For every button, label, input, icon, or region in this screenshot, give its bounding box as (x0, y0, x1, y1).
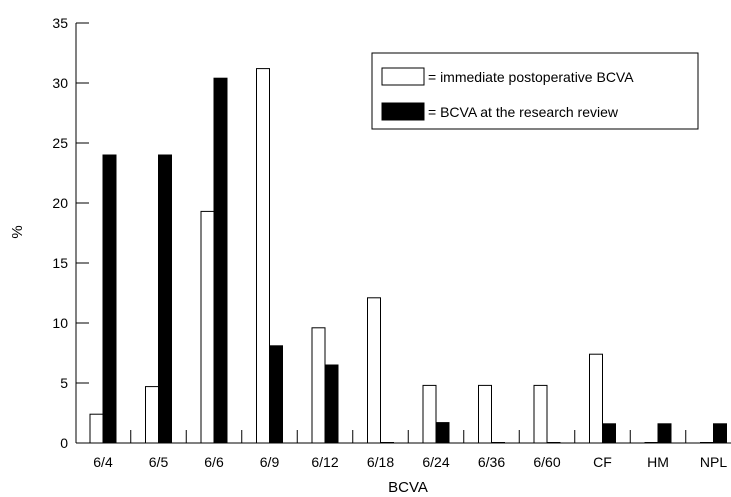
y-tick-label: 5 (60, 375, 68, 391)
x-axis-label: BCVA (388, 479, 428, 496)
legend-label-research: = BCVA at the research review (428, 104, 619, 120)
y-tick-label: 20 (52, 195, 68, 211)
bars (89, 68, 727, 444)
legend-label-immediate: = immediate postoperative BCVA (428, 69, 634, 85)
bar-immediate (589, 353, 603, 444)
bar-research (102, 154, 117, 444)
bar-immediate (145, 386, 159, 444)
x-tick-label: 6/60 (533, 454, 560, 470)
bar-immediate (367, 297, 381, 444)
x-tick-label: 6/4 (93, 454, 113, 470)
y-axis-label: % (9, 225, 26, 238)
bar-immediate (200, 210, 215, 444)
x-axis: 6/4 6/5 6/6 6/9 6/12 6/18 6/24 6/36 6/60 CF HM NPL (76, 430, 731, 470)
y-axis: 0 5 10 15 20 25 30 35 (52, 15, 89, 451)
bar-research (657, 423, 672, 444)
x-tick-label: CF (593, 454, 612, 470)
bar-immediate (700, 442, 714, 444)
x-tick-label: 6/24 (422, 454, 449, 470)
x-tick-label: 6/6 (204, 454, 224, 470)
legend-swatch-research (381, 102, 425, 121)
bar-research (380, 442, 394, 444)
x-tick-label: NPL (700, 454, 727, 470)
bar-immediate (89, 413, 104, 444)
bar-research (491, 442, 505, 444)
y-tick-label: 10 (52, 315, 68, 331)
x-tick-label: 6/9 (260, 454, 280, 470)
bar-immediate (256, 68, 270, 444)
legend-box (371, 52, 699, 130)
bar-immediate (644, 442, 659, 444)
x-tick-label: HM (647, 454, 669, 470)
bar-immediate (533, 384, 548, 444)
bar-research (546, 442, 561, 444)
bar-immediate (311, 327, 326, 444)
legend: = immediate postoperative BCVA = BCVA at… (371, 52, 699, 130)
y-tick-label: 35 (52, 15, 68, 31)
legend-swatch-immediate (381, 67, 425, 86)
x-tick-label: 6/18 (367, 454, 394, 470)
bar-immediate (478, 384, 492, 444)
bar-research (213, 77, 228, 444)
bar-research (602, 423, 616, 444)
y-tick-label: 25 (52, 135, 68, 151)
bar-research (713, 423, 727, 444)
y-tick-label: 30 (52, 75, 68, 91)
x-tick-label: 6/36 (478, 454, 505, 470)
bar-research (435, 422, 450, 444)
bar-research (158, 154, 172, 444)
bar-research (269, 345, 283, 444)
bar-immediate (422, 384, 437, 444)
x-tick-label: 6/12 (311, 454, 338, 470)
bar-research (324, 364, 339, 444)
y-tick-label: 0 (60, 435, 68, 451)
y-tick-label: 15 (52, 255, 68, 271)
x-tick-label: 6/5 (149, 454, 169, 470)
